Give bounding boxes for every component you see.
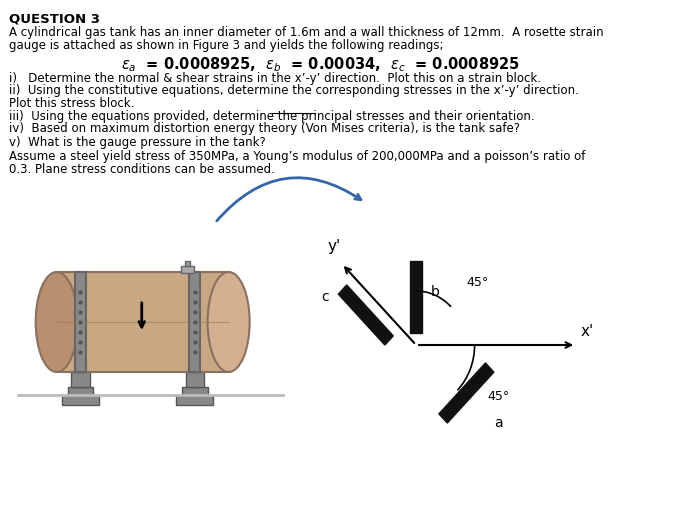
Text: 0.3. Plane stress conditions can be assumed.: 0.3. Plane stress conditions can be assu… [9,163,275,176]
Text: c: c [321,290,329,304]
Text: v)  What is the gauge pressure in the tank?: v) What is the gauge pressure in the tan… [9,136,266,149]
FancyBboxPatch shape [62,395,99,405]
Ellipse shape [36,272,78,372]
Text: i)   Determine the normal & shear strains in the x’-y’ direction.  Plot this on : i) Determine the normal & shear strains … [9,72,541,85]
Ellipse shape [208,272,250,372]
FancyBboxPatch shape [71,372,90,387]
Text: ii)  Using the constitutive equations, determine the corresponding stresses in t: ii) Using the constitutive equations, de… [9,84,579,97]
Text: iii)  Using the equations provided, determine the principal stresses and their o: iii) Using the equations provided, deter… [9,110,535,123]
FancyBboxPatch shape [57,272,229,372]
Text: $\varepsilon_a$  = 0.0008925,  $\varepsilon_b$  = 0.00034,  $\varepsilon_c$  = 0: $\varepsilon_a$ = 0.0008925, $\varepsilo… [120,55,519,74]
Text: gauge is attached as shown in Figure 3 and yields the following readings;: gauge is attached as shown in Figure 3 a… [9,39,444,52]
Text: x': x' [581,324,594,339]
Text: 45°: 45° [487,391,510,403]
FancyBboxPatch shape [189,272,200,372]
Text: Assume a steel yield stress of 350MPa, a Young’s modulus of 200,000MPa and a poi: Assume a steel yield stress of 350MPa, a… [9,150,585,163]
Polygon shape [338,285,393,345]
Text: 45°: 45° [466,277,489,289]
Text: A cylindrical gas tank has an inner diameter of 1.6m and a wall thickness of 12m: A cylindrical gas tank has an inner diam… [9,26,604,39]
FancyBboxPatch shape [75,272,86,372]
FancyBboxPatch shape [186,372,204,387]
Polygon shape [439,363,494,423]
Text: QUESTION 3: QUESTION 3 [9,13,100,26]
Text: y': y' [328,239,341,253]
FancyBboxPatch shape [176,395,213,405]
Text: b: b [430,285,440,299]
Polygon shape [410,261,422,333]
FancyBboxPatch shape [68,387,93,395]
FancyBboxPatch shape [185,261,190,266]
Text: iv)  Based on maximum distortion energy theory (Von Mises criteria), is the tank: iv) Based on maximum distortion energy t… [9,122,520,135]
Text: a: a [494,416,503,430]
Text: Plot this stress block.: Plot this stress block. [9,97,134,110]
FancyBboxPatch shape [182,387,208,395]
FancyBboxPatch shape [181,266,194,273]
